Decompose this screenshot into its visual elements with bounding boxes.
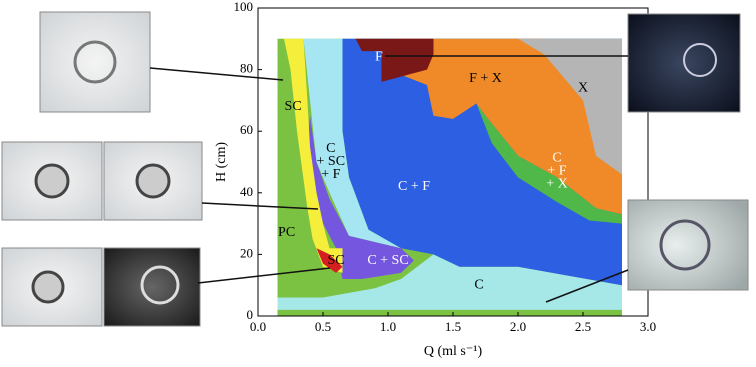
region-label: C bbox=[552, 150, 561, 165]
region-label: C + SC bbox=[367, 253, 408, 268]
region-label: PC bbox=[278, 225, 295, 240]
x-tick-label: 0.0 bbox=[250, 319, 266, 334]
region-label: SC bbox=[285, 99, 302, 114]
photos bbox=[1, 11, 749, 327]
x-tick-label: 0.5 bbox=[315, 319, 331, 334]
photo bbox=[1, 247, 103, 327]
photo bbox=[627, 199, 749, 291]
region-label: X bbox=[578, 80, 588, 95]
region-label: C + F bbox=[398, 179, 430, 194]
x-tick-label: 1.0 bbox=[380, 319, 396, 334]
y-tick-label: 20 bbox=[240, 245, 253, 260]
y-tick-label: 0 bbox=[247, 307, 254, 322]
y-tick-label: 60 bbox=[240, 122, 253, 137]
region-label: SC bbox=[327, 253, 344, 268]
region bbox=[307, 115, 414, 280]
photo bbox=[103, 247, 201, 327]
region bbox=[303, 38, 401, 249]
x-tick-label: 1.5 bbox=[445, 319, 461, 334]
region-label: + F bbox=[547, 163, 566, 178]
photo bbox=[103, 141, 203, 221]
region-label: + X bbox=[546, 176, 568, 191]
x-tick-label: 2.0 bbox=[510, 319, 526, 334]
region bbox=[476, 103, 622, 224]
region-label: C bbox=[474, 277, 483, 292]
y-tick-label: 100 bbox=[234, 0, 254, 14]
y-axis-label: H (cm) bbox=[214, 142, 229, 182]
y-tick-label: 80 bbox=[240, 61, 253, 76]
photo bbox=[1, 141, 103, 221]
region bbox=[388, 38, 622, 215]
region-label: F + X bbox=[469, 71, 502, 86]
region bbox=[355, 38, 434, 82]
region bbox=[284, 38, 343, 273]
x-axis-label: Q (ml s⁻¹) bbox=[424, 344, 483, 359]
region-label: F bbox=[375, 49, 383, 64]
x-tick-label: 3.0 bbox=[640, 319, 656, 334]
leader-lines bbox=[149, 55, 629, 303]
y-tick-label: 40 bbox=[240, 184, 253, 199]
region-label: + SC bbox=[317, 154, 346, 169]
x-tick-label: 2.5 bbox=[575, 319, 591, 334]
region bbox=[277, 254, 622, 310]
region-label: + F bbox=[321, 167, 340, 182]
photo bbox=[39, 11, 151, 113]
photo bbox=[627, 13, 741, 113]
region bbox=[316, 248, 343, 273]
region-label: C bbox=[326, 141, 335, 156]
region bbox=[518, 38, 622, 175]
